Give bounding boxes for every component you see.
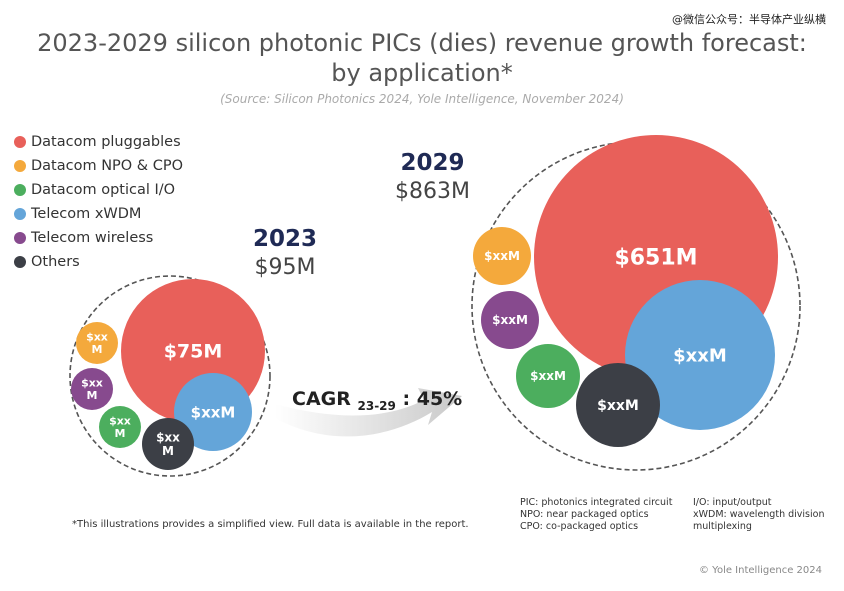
legend-swatch [14,256,26,268]
title-line-1: 2023-2029 silicon photonic PICs (dies) r… [37,29,807,57]
bubble-2029 [473,227,531,285]
legend-label: Datacom NPO & CPO [31,158,184,174]
bubble-label: $xxM [673,345,727,366]
bubble-2023 [99,406,141,448]
cagr-period: 23-29 [357,398,396,413]
legend-swatch [14,232,26,244]
glossary-cpo: CPO: co-packaged optics [520,521,639,532]
title-line-2: by application* [331,59,513,87]
cagr-text: CAGR [292,388,351,410]
cagr-label: CAGR 23-29 : 45% [292,388,462,413]
bubble-2029 [481,291,539,349]
legend-label: Telecom wireless [31,230,154,246]
bubble-2023 [142,418,194,470]
source-note: (Source: Silicon Photonics 2024, Yole In… [220,92,624,106]
group-outline-2023 [69,275,271,477]
year-label-2023: 2023 [252,226,317,252]
bubble-label: $75M [164,341,223,363]
legend-item: Telecom wireless [14,226,183,250]
growth-arrow [275,388,462,437]
legend-item: Datacom pluggables [14,130,183,154]
legend-item: Telecom xWDM [14,202,183,226]
legend-item: Others [14,250,183,274]
glossary-io: I/O: input/output [693,497,772,508]
bubble-label: $xxM [597,398,639,414]
footnote: *This illustrations provides a simplifie… [72,519,469,530]
total-label-2029: $863M [395,179,470,204]
glossary-npo: NPO: near packaged optics [520,509,649,520]
legend-label: Datacom optical I/O [31,182,176,198]
legend-swatch [14,208,26,220]
total-label-2023: $95M [254,255,316,280]
legend-label: Telecom xWDM [31,206,142,222]
legend-item: Datacom optical I/O [14,178,183,202]
watermark-text: @微信公众号：半导体产业纵横 [672,13,826,26]
chart-title: 2023-2029 silicon photonic PICs (dies) r… [0,28,844,88]
bubble-2023 [71,368,113,410]
bubble-label: $xxM [191,403,236,421]
glossary-xwdm-cont: multiplexing [693,521,752,532]
bubble-label: $xxM [484,249,520,263]
year-label-2029: 2029 [400,150,465,176]
bubble-2029 [576,363,660,447]
cagr-value: : 45% [402,388,463,410]
legend-swatch [14,160,26,172]
legend-swatch [14,184,26,196]
copyright: © Yole Intelligence 2024 [699,565,822,576]
bubble-2023 [76,322,118,364]
glossary-pic: PIC: photonics integrated circuit [520,497,673,508]
bubble-label: $651M [614,246,697,271]
legend: Datacom pluggables Datacom NPO & CPO Datac… [14,130,183,274]
legend-swatch [14,136,26,148]
legend-label: Others [31,254,80,270]
bubble-2023 [174,373,252,451]
legend-item: Datacom NPO & CPO [14,154,183,178]
glossary-xwdm: xWDM: wavelength division [693,509,825,520]
bubble-label: $xxM [530,369,566,383]
bubble-2029 [625,280,775,430]
bubble-label: $xxM [492,313,528,327]
legend-label: Datacom pluggables [31,134,181,150]
bubble-2029 [516,344,580,408]
